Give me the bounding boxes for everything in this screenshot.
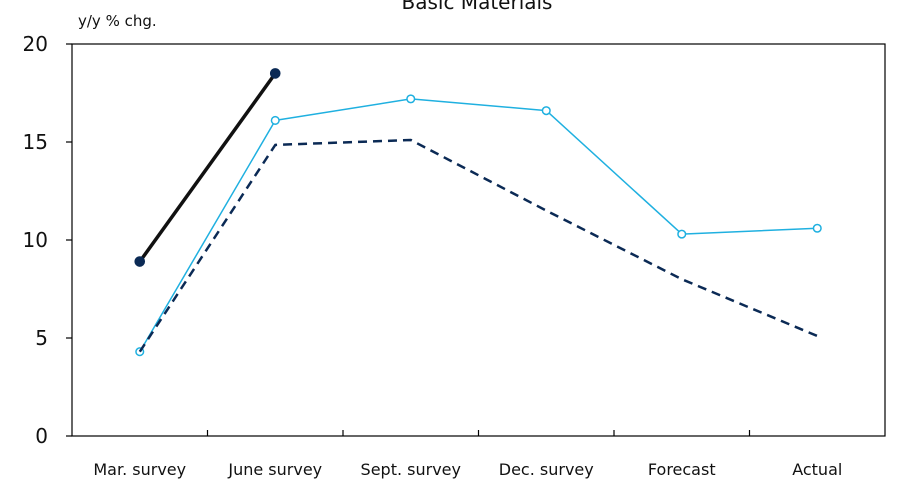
- series-3-line: [138, 138, 818, 353]
- chart-title: Basic Materials: [402, 0, 553, 14]
- x-tick-label: Forecast: [648, 460, 716, 479]
- x-tick-label: Mar. survey: [93, 460, 186, 479]
- series-2-point: [677, 229, 687, 239]
- series-2-line: [139, 98, 818, 353]
- series-2-point: [541, 106, 551, 116]
- series-2-point: [812, 223, 822, 233]
- series-2-point: [270, 115, 280, 125]
- y-tick-label: 20: [23, 32, 48, 56]
- y-axis: 0 5 10 15 20: [23, 32, 72, 448]
- plot-frame: [71, 43, 886, 437]
- x-tick-label: Sept. survey: [361, 460, 461, 479]
- series-1-point: [134, 256, 146, 267]
- y-axis-unit-label: y/y % chg.: [78, 12, 157, 30]
- x-tick-label: Actual: [792, 460, 842, 479]
- series-1-line: [138, 72, 277, 263]
- y-tick-label: 5: [35, 326, 48, 350]
- plot-border: [71, 43, 886, 437]
- series-1-point: [269, 68, 281, 79]
- y-tick-label: 15: [23, 130, 48, 154]
- x-tick-label: Dec. survey: [499, 460, 594, 479]
- series-layer: [134, 68, 822, 357]
- x-tick-label: June survey: [227, 460, 322, 479]
- x-axis: Mar. survey June survey Sept. survey Dec. s…: [93, 430, 842, 479]
- y-tick-label: 10: [23, 228, 48, 252]
- y-tick-label: 0: [35, 424, 48, 448]
- series-2-point: [406, 94, 416, 104]
